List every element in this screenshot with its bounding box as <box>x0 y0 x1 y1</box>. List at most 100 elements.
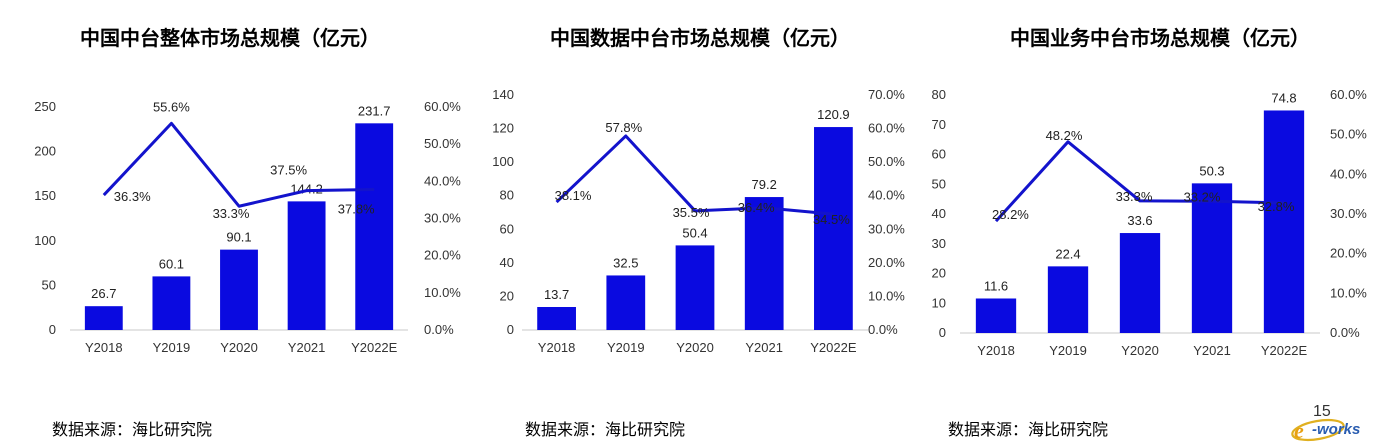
right-axis-tick-label: 0.0% <box>868 322 898 337</box>
right-axis-tick-label: 10.0% <box>868 288 905 303</box>
bar-value-label: 50.4 <box>682 225 707 240</box>
right-axis-tick-label: 60.0% <box>1330 87 1367 102</box>
right-axis-tick-label: 0.0% <box>1330 325 1360 340</box>
e-works-logo: e -works <box>1291 418 1360 442</box>
line-value-label: 37.5% <box>270 163 307 178</box>
category-tick-label: Y2022E <box>810 340 857 355</box>
left-axis-tick-label: 200 <box>34 144 56 159</box>
category-tick-label: Y2020 <box>676 340 714 355</box>
left-axis-tick-label: 80 <box>500 188 514 203</box>
bar <box>1263 110 1305 333</box>
chart-panel-2: 中国数据中台市场总规模（亿元） 0 20 40 60 80 100 120 140 0.0% 10… <box>470 0 930 447</box>
svg-text:-works: -works <box>1312 421 1360 438</box>
right-axis-tick-label: 60.0% <box>868 121 905 136</box>
growth-rate-line <box>555 134 834 216</box>
bar <box>606 275 646 330</box>
left-axis-tick-label: 50 <box>42 277 56 292</box>
right-axis-tick-label: 30.0% <box>868 221 905 236</box>
line-value-label: 33.3% <box>1116 189 1153 204</box>
growth-rate-line <box>102 121 375 208</box>
category-tick-label: Y2018 <box>977 343 1015 358</box>
right-axis-tick-label: 30.0% <box>424 211 461 226</box>
line-value-label: 33.2% <box>1184 189 1221 204</box>
category-tick-label: Y2022E <box>351 340 398 355</box>
left-axis-tick-label: 0 <box>939 325 946 340</box>
line-value-label: 55.6% <box>153 99 190 114</box>
left-axis-tick-label: 80 <box>932 87 946 102</box>
chart-title: 中国业务中台市场总规模（亿元） <box>1010 26 1310 50</box>
right-axis-tick-label: 50.0% <box>868 154 905 169</box>
category-tick-label: Y2020 <box>220 340 258 355</box>
left-axis-tick-label: 50 <box>932 176 946 191</box>
right-axis-tick-label: 30.0% <box>1330 206 1367 221</box>
bar <box>1119 233 1161 333</box>
bar-value-label: 13.7 <box>544 287 569 302</box>
left-axis-tick-label: 20 <box>500 288 514 303</box>
left-axis-tick-label: 140 <box>492 87 514 102</box>
bar <box>1047 266 1089 333</box>
line-value-label: 32.8% <box>1258 199 1295 214</box>
category-tick-label: Y2019 <box>607 340 645 355</box>
line-value-label: 57.8% <box>605 120 642 135</box>
data-source: 数据来源：海比研究院 <box>525 420 686 439</box>
bar <box>675 245 715 330</box>
left-axis-tick-label: 60 <box>500 221 514 236</box>
chart-svg: 0 50 100 150 200 250 0.0% 10.0% 20.0% 30.0% 40.0% 5… <box>34 99 461 355</box>
right-axis-tick-label: 20.0% <box>424 248 461 263</box>
bar <box>1191 183 1233 333</box>
line-value-label: 37.8% <box>338 202 375 217</box>
bar-value-label: 32.5 <box>613 255 638 270</box>
category-tick-label: Y2021 <box>288 340 326 355</box>
category-tick-label: Y2019 <box>1049 343 1087 358</box>
svg-text:e: e <box>1294 418 1304 442</box>
left-axis-tick-label: 40 <box>932 206 946 221</box>
chart-panel-3: 中国业务中台市场总规模（亿元） 0 10 20 30 40 50 60 70 80 0.0% 10.… <box>930 0 1382 447</box>
bar <box>975 298 1017 333</box>
left-axis-tick-label: 100 <box>492 154 514 169</box>
line-value-label: 34.5% <box>813 212 850 227</box>
page-number: 15 <box>1313 403 1331 420</box>
chart-title: 中国数据中台市场总规模（亿元） <box>550 26 850 50</box>
chart-title: 中国中台整体市场总规模（亿元） <box>80 26 380 50</box>
line-value-label: 38.1% <box>555 188 592 203</box>
data-source: 数据来源：海比研究院 <box>52 420 213 439</box>
right-axis-tick-label: 20.0% <box>1330 246 1367 261</box>
bar <box>537 307 576 330</box>
category-tick-label: Y2020 <box>1121 343 1159 358</box>
left-axis-tick-label: 120 <box>492 121 514 136</box>
line-value-label: 28.2% <box>992 207 1029 222</box>
left-axis-tick-label: 100 <box>34 233 56 248</box>
left-axis-tick-label: 0 <box>507 322 514 337</box>
left-axis-tick-label: 70 <box>932 117 946 132</box>
right-axis-tick-label: 10.0% <box>424 285 461 300</box>
bar-value-label: 11.6 <box>984 278 1008 293</box>
bar <box>814 127 853 330</box>
line-value-label: 48.2% <box>1046 128 1083 143</box>
right-axis-tick-label: 0.0% <box>424 322 454 337</box>
bar-value-label: 50.3 <box>1199 163 1224 178</box>
left-axis-tick-label: 250 <box>34 99 56 114</box>
bar-value-label: 120.9 <box>817 107 850 122</box>
category-tick-label: Y2019 <box>153 340 191 355</box>
right-axis-tick-label: 50.0% <box>424 136 461 151</box>
right-axis-tick-label: 40.0% <box>1330 166 1367 181</box>
right-axis-tick-label: 60.0% <box>424 99 461 114</box>
chart-panel-1: 中国中台整体市场总规模（亿元） 0 50 100 150 200 250 0.0% 10.0%… <box>0 0 470 447</box>
bar-value-label: 74.8 <box>1271 90 1296 105</box>
chart-svg: 0 10 20 30 40 50 60 70 80 0.0% 10.0% 20.0% 30.0% 40.0… <box>932 87 1368 358</box>
category-tick-label: Y2021 <box>1193 343 1231 358</box>
bar <box>84 306 123 330</box>
category-tick-label: Y2018 <box>538 340 576 355</box>
right-axis-tick-label: 50.0% <box>1330 127 1367 142</box>
bar-value-label: 22.4 <box>1055 246 1080 261</box>
bar-value-label: 90.1 <box>226 230 251 245</box>
right-axis-tick-label: 10.0% <box>1330 285 1367 300</box>
bar-value-label: 26.7 <box>91 286 116 301</box>
line-value-label: 36.4% <box>738 200 775 215</box>
left-axis-tick-label: 30 <box>932 236 946 251</box>
bar <box>220 249 258 330</box>
category-tick-label: Y2022E <box>1261 343 1308 358</box>
right-axis-tick-label: 70.0% <box>868 87 905 102</box>
data-source: 数据来源：海比研究院 <box>948 420 1109 439</box>
left-axis-tick-label: 60 <box>932 147 946 162</box>
